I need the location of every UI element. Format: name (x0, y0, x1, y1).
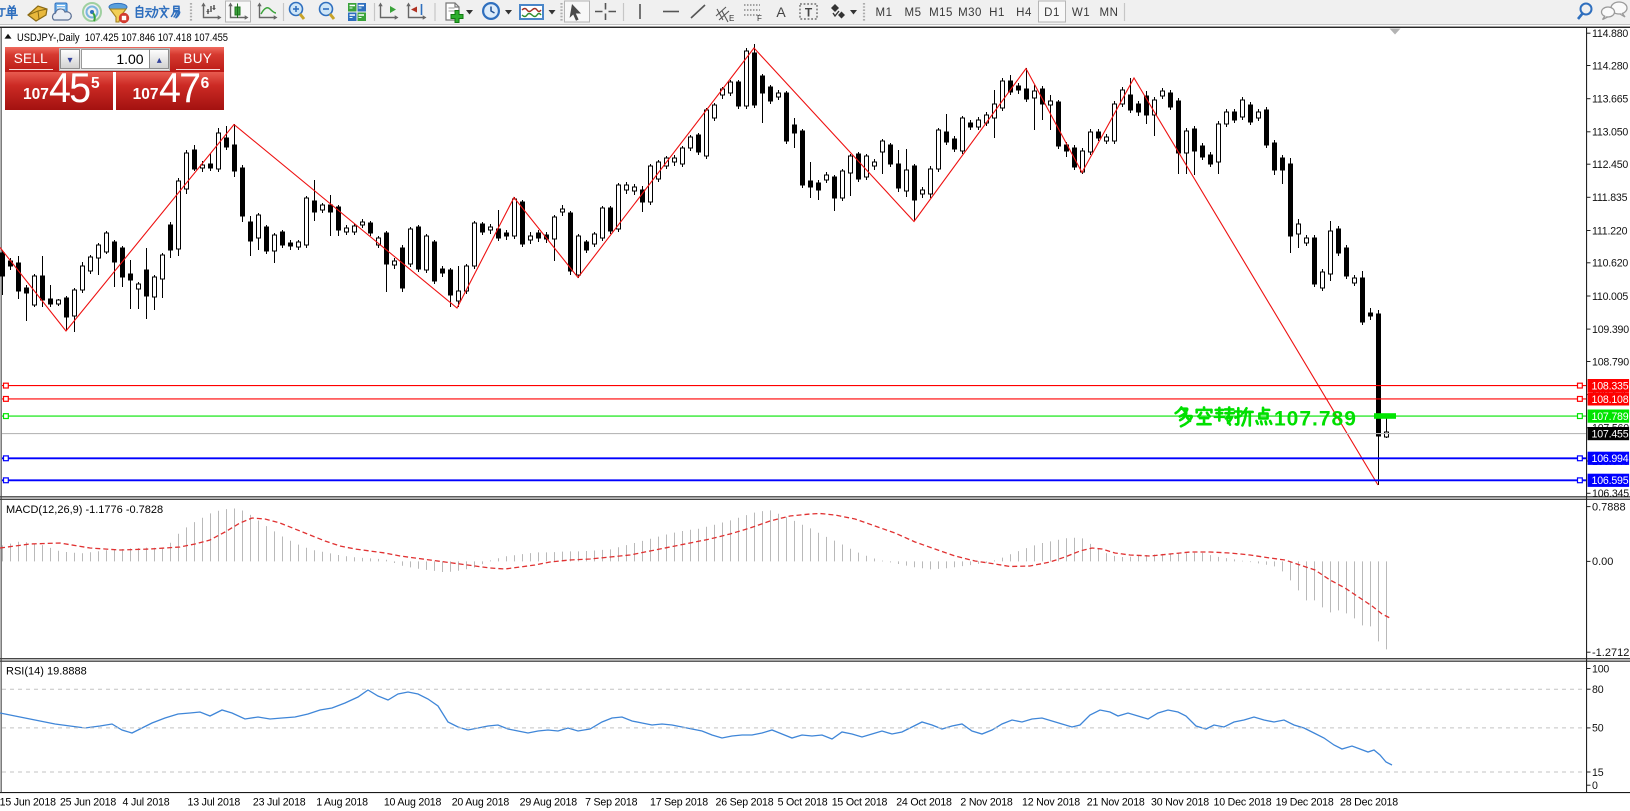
svg-text:110.620: 110.620 (1592, 258, 1628, 270)
svg-text:112.450: 112.450 (1592, 159, 1628, 171)
svg-text:21 Nov 2018: 21 Nov 2018 (1087, 797, 1145, 809)
svg-text:15 Jun 2018: 15 Jun 2018 (0, 797, 56, 809)
svg-text:4 Jul 2018: 4 Jul 2018 (123, 797, 170, 809)
svg-text:20 Aug 2018: 20 Aug 2018 (452, 797, 510, 809)
svg-text:0.00: 0.00 (1592, 556, 1613, 568)
svg-text:W1: W1 (1072, 7, 1090, 19)
svg-text:25 Jun 2018: 25 Jun 2018 (60, 797, 116, 809)
svg-text:15 Oct 2018: 15 Oct 2018 (832, 797, 888, 809)
svg-text:H4: H4 (1016, 7, 1032, 19)
svg-text:5 Oct 2018: 5 Oct 2018 (778, 797, 828, 809)
svg-text:MACD(12,26,9) -1.1776 -0.7828: MACD(12,26,9) -1.1776 -0.7828 (6, 504, 163, 516)
svg-text:D1: D1 (1044, 7, 1060, 19)
svg-text:M5: M5 (905, 7, 922, 19)
svg-text:107.455: 107.455 (1592, 429, 1629, 441)
svg-text:107.789: 107.789 (1274, 408, 1357, 431)
svg-text:111.835: 111.835 (1592, 192, 1628, 204)
svg-text:10 Aug 2018: 10 Aug 2018 (384, 797, 442, 809)
svg-text:114.880: 114.880 (1592, 28, 1628, 40)
svg-text:107.789: 107.789 (1592, 411, 1629, 423)
svg-text:13 Jul 2018: 13 Jul 2018 (188, 797, 241, 809)
svg-text:19 Dec 2018: 19 Dec 2018 (1276, 797, 1334, 809)
svg-text:0.7888: 0.7888 (1592, 501, 1626, 513)
svg-text:E: E (729, 14, 734, 23)
svg-text:110.005: 110.005 (1592, 291, 1628, 303)
svg-text:109.390: 109.390 (1592, 324, 1629, 336)
svg-text:24 Oct 2018: 24 Oct 2018 (896, 797, 952, 809)
svg-text:RSI(14) 19.8888: RSI(14) 19.8888 (6, 666, 87, 678)
svg-text:29 Aug 2018: 29 Aug 2018 (520, 797, 578, 809)
svg-text:80: 80 (1592, 684, 1604, 696)
svg-text:108.108: 108.108 (1592, 394, 1629, 406)
svg-text:108.335: 108.335 (1592, 381, 1629, 393)
svg-text:113.050: 113.050 (1592, 127, 1628, 139)
svg-text:10 Dec 2018: 10 Dec 2018 (1214, 797, 1272, 809)
svg-text:26 Sep 2018: 26 Sep 2018 (716, 797, 774, 809)
svg-text:50: 50 (1592, 723, 1604, 735)
svg-text:-1.2712: -1.2712 (1592, 647, 1629, 659)
svg-text:113.665: 113.665 (1592, 94, 1628, 106)
svg-text:M1: M1 (876, 7, 893, 19)
svg-text:M30: M30 (958, 7, 982, 19)
svg-text:T: T (805, 6, 813, 20)
svg-text:2 Nov 2018: 2 Nov 2018 (960, 797, 1012, 809)
svg-text:114.280: 114.280 (1592, 60, 1628, 72)
svg-text:17 Sep 2018: 17 Sep 2018 (650, 797, 708, 809)
svg-text:111.220: 111.220 (1592, 225, 1628, 237)
svg-text:7 Sep 2018: 7 Sep 2018 (585, 797, 638, 809)
svg-text:106.994: 106.994 (1592, 453, 1629, 465)
svg-text:100: 100 (1592, 663, 1609, 675)
svg-text:1 Aug 2018: 1 Aug 2018 (316, 797, 368, 809)
svg-text:108.790: 108.790 (1592, 356, 1629, 368)
svg-text:M15: M15 (929, 7, 953, 19)
svg-text:USDJPY-,Daily 107.425 107.846: USDJPY-,Daily 107.425 107.846 107.418 10… (17, 32, 228, 44)
svg-text:106.345: 106.345 (1592, 488, 1629, 500)
svg-text:30 Nov 2018: 30 Nov 2018 (1151, 797, 1209, 809)
svg-text:MN: MN (1100, 7, 1119, 19)
svg-text:12 Nov 2018: 12 Nov 2018 (1022, 797, 1080, 809)
svg-text:F: F (757, 14, 762, 23)
svg-text:28 Dec 2018: 28 Dec 2018 (1340, 797, 1398, 809)
svg-text:0: 0 (1592, 780, 1598, 792)
svg-text:H1: H1 (989, 7, 1005, 19)
svg-text:A: A (776, 4, 786, 20)
svg-text:106.595: 106.595 (1592, 475, 1629, 487)
svg-text:23 Jul 2018: 23 Jul 2018 (253, 797, 306, 809)
svg-text:15: 15 (1592, 767, 1604, 779)
